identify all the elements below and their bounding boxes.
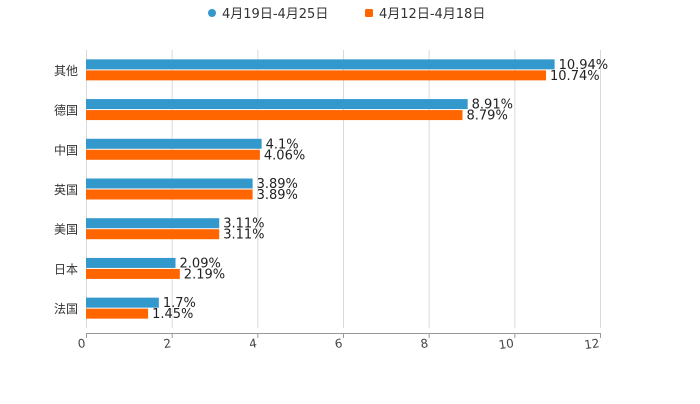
x-tick-label-12: 12 bbox=[583, 336, 600, 352]
bar-法国-series-1 bbox=[86, 297, 159, 308]
legend: 4月19日-4月25日 4月12日-4月18日 bbox=[208, 7, 485, 22]
data-label-美国-series-1: 3.11% bbox=[223, 217, 264, 232]
data-label-中国-series-2: 4.06% bbox=[264, 148, 305, 163]
bar-德国-series-1 bbox=[86, 99, 468, 110]
bar-中国-series-2 bbox=[86, 149, 260, 160]
category-label: 日本 bbox=[54, 262, 78, 276]
bar-英国-series-1 bbox=[86, 178, 253, 189]
category-label: 其他 bbox=[54, 64, 78, 78]
bar-美国-series-2 bbox=[86, 229, 220, 240]
category-label: 中国 bbox=[54, 142, 78, 157]
x-tick-label-8: 8 bbox=[420, 336, 430, 351]
data-label-法国-series-2: 1.45% bbox=[152, 307, 193, 322]
category-label: 美国 bbox=[54, 223, 78, 237]
data-label-中国-series-1: 4.1% bbox=[266, 137, 299, 152]
category-label: 英国 bbox=[54, 183, 78, 197]
bars: 10.94%10.74% 8.91%8.79% 4.1%4.06% 3.89%3.89… bbox=[86, 58, 608, 322]
data-label-德国-series-2: 8.79% bbox=[467, 109, 508, 124]
data-label-日本-series-1: 2.09% bbox=[180, 256, 221, 271]
legend-marker-series-2 bbox=[365, 9, 373, 17]
data-label-美国-series-2: 3.11% bbox=[223, 228, 264, 243]
category-label: 法国 bbox=[54, 302, 78, 316]
bar-中国-series-1 bbox=[86, 138, 262, 149]
data-label-法国-series-1: 1.7% bbox=[163, 296, 196, 311]
x-tick-label-10: 10 bbox=[498, 336, 515, 352]
bar-日本-series-2 bbox=[86, 268, 180, 279]
data-label-英国-series-1: 3.89% bbox=[257, 177, 298, 192]
legend-label-series-1: 4月19日-4月25日 bbox=[222, 7, 328, 22]
bar-德国-series-2 bbox=[86, 110, 463, 121]
data-label-英国-series-2: 3.89% bbox=[257, 188, 298, 203]
x-tick-label-4: 4 bbox=[248, 336, 258, 351]
bar-其他-series-1 bbox=[86, 59, 555, 70]
bar-日本-series-1 bbox=[86, 257, 176, 268]
x-tick-label-2: 2 bbox=[163, 336, 173, 351]
x-tick-label-6: 6 bbox=[334, 336, 344, 351]
x-axis: 0 2 4 6 8 10 12 bbox=[77, 333, 601, 352]
legend-label-series-2: 4月12日-4月18日 bbox=[379, 7, 485, 22]
category-label: 德国 bbox=[54, 103, 78, 118]
gridlines bbox=[86, 50, 601, 328]
bar-英国-series-2 bbox=[86, 189, 253, 200]
bar-美国-series-1 bbox=[86, 218, 220, 229]
bar-其他-series-2 bbox=[86, 70, 547, 81]
data-label-日本-series-2: 2.19% bbox=[184, 267, 225, 282]
data-label-其他-series-2: 10.74% bbox=[550, 69, 600, 84]
x-tick-label-0: 0 bbox=[77, 336, 87, 351]
bar-法国-series-2 bbox=[86, 308, 149, 319]
data-label-德国-series-1: 8.91% bbox=[472, 98, 513, 113]
legend-marker-series-1 bbox=[208, 9, 216, 17]
data-label-其他-series-1: 10.94% bbox=[559, 58, 609, 73]
